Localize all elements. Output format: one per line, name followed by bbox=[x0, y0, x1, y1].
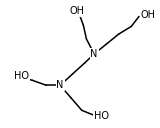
Text: HO: HO bbox=[14, 71, 29, 81]
Text: N: N bbox=[90, 49, 98, 59]
Text: OH: OH bbox=[140, 10, 156, 20]
Text: N: N bbox=[56, 80, 64, 90]
Text: OH: OH bbox=[70, 6, 85, 16]
Text: HO: HO bbox=[94, 111, 109, 121]
